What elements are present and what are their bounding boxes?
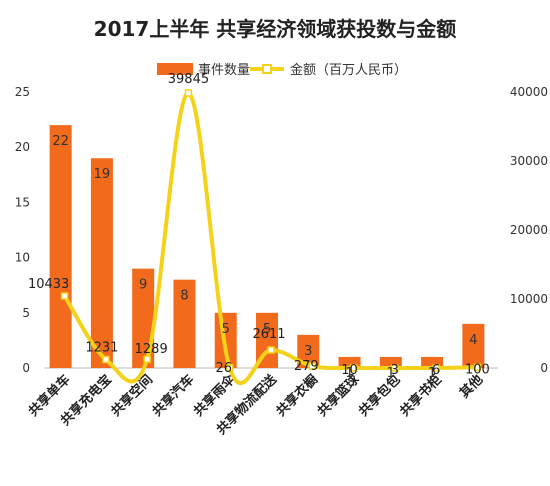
y-right-tick-label: 10000 — [510, 292, 548, 306]
bar-value-label: 1 — [345, 366, 353, 381]
line-series — [60, 89, 482, 386]
bar — [421, 356, 444, 368]
bar — [49, 125, 72, 369]
line-point — [143, 355, 151, 363]
bar-value-label: 4 — [469, 333, 477, 348]
y-left-tick-label: 15 — [15, 195, 30, 209]
bar — [462, 323, 485, 368]
line-value-label: 39845 — [168, 72, 209, 87]
legend-line-marker — [262, 64, 272, 74]
y-left-tick-label: 0 — [22, 361, 30, 375]
line-point — [473, 363, 482, 372]
line-value-label: 2611 — [252, 327, 285, 342]
line-value-label: 10433 — [28, 277, 69, 292]
x-category-label: 共享空间 — [108, 372, 156, 420]
line-value-label: 3 — [391, 363, 399, 378]
bar — [90, 158, 113, 368]
line-point — [267, 346, 275, 354]
line-value-label: 26 — [215, 361, 232, 376]
bar — [173, 279, 196, 368]
bar-value-label: 19 — [94, 167, 111, 182]
legend: 事件数量 金额（百万人民币） — [157, 62, 407, 78]
bar-series — [49, 125, 485, 369]
line-point — [432, 364, 440, 372]
y-right-tick-label: 0 — [540, 361, 548, 375]
chart-title: 2017上半年 共享经济领域获投数与金额 — [94, 17, 457, 41]
line-point — [308, 362, 317, 370]
legend-bar-label: 事件数量 — [198, 63, 250, 78]
bar — [132, 268, 155, 368]
bar-value-label: 8 — [180, 289, 188, 304]
line-value-label: 10 — [341, 363, 358, 378]
legend-line-label: 金额（百万人民币） — [290, 62, 407, 78]
bar-value-label: 1 — [387, 366, 395, 381]
line-point — [102, 355, 110, 364]
line-value-label: 6 — [432, 363, 440, 378]
line-point — [225, 364, 234, 372]
bar — [379, 356, 402, 368]
bar — [338, 356, 361, 368]
bar-value-label: 9 — [139, 278, 147, 293]
y-right-tick-label: 40000 — [510, 85, 548, 99]
x-category-label: 共享汽车 — [149, 372, 197, 420]
bar — [297, 334, 320, 368]
x-category-label: 共享包包 — [356, 372, 404, 420]
line-value-label: 1231 — [85, 341, 118, 356]
bar-value-label: 22 — [52, 134, 69, 149]
x-category-label: 共享衣橱 — [273, 372, 321, 420]
line-value-label: 279 — [294, 359, 319, 374]
line-point — [349, 364, 358, 372]
bar-value-label: 3 — [304, 344, 312, 359]
bar-value-label: 1 — [428, 366, 436, 381]
bar-value-label: 5 — [222, 322, 230, 337]
line-point — [184, 89, 193, 97]
bar — [256, 312, 278, 368]
y-left-tick-label: 10 — [15, 251, 30, 265]
y-left-tick-label: 5 — [22, 306, 30, 320]
y-right-tick-label: 30000 — [510, 154, 548, 168]
legend-bar-swatch — [157, 63, 193, 75]
line-point — [60, 292, 69, 300]
line-value-label: 100 — [465, 362, 490, 377]
y-left-tick-label: 25 — [15, 85, 30, 99]
y-left-tick-label: 20 — [15, 140, 30, 154]
y-right-tick-label: 20000 — [510, 223, 548, 237]
bar-value-label: 5 — [263, 322, 271, 337]
line-value-label: 1289 — [135, 342, 168, 357]
x-category-label: 共享篮球 — [314, 371, 363, 420]
line-point — [391, 364, 399, 372]
x-category-label: 共享书柜 — [397, 372, 445, 420]
